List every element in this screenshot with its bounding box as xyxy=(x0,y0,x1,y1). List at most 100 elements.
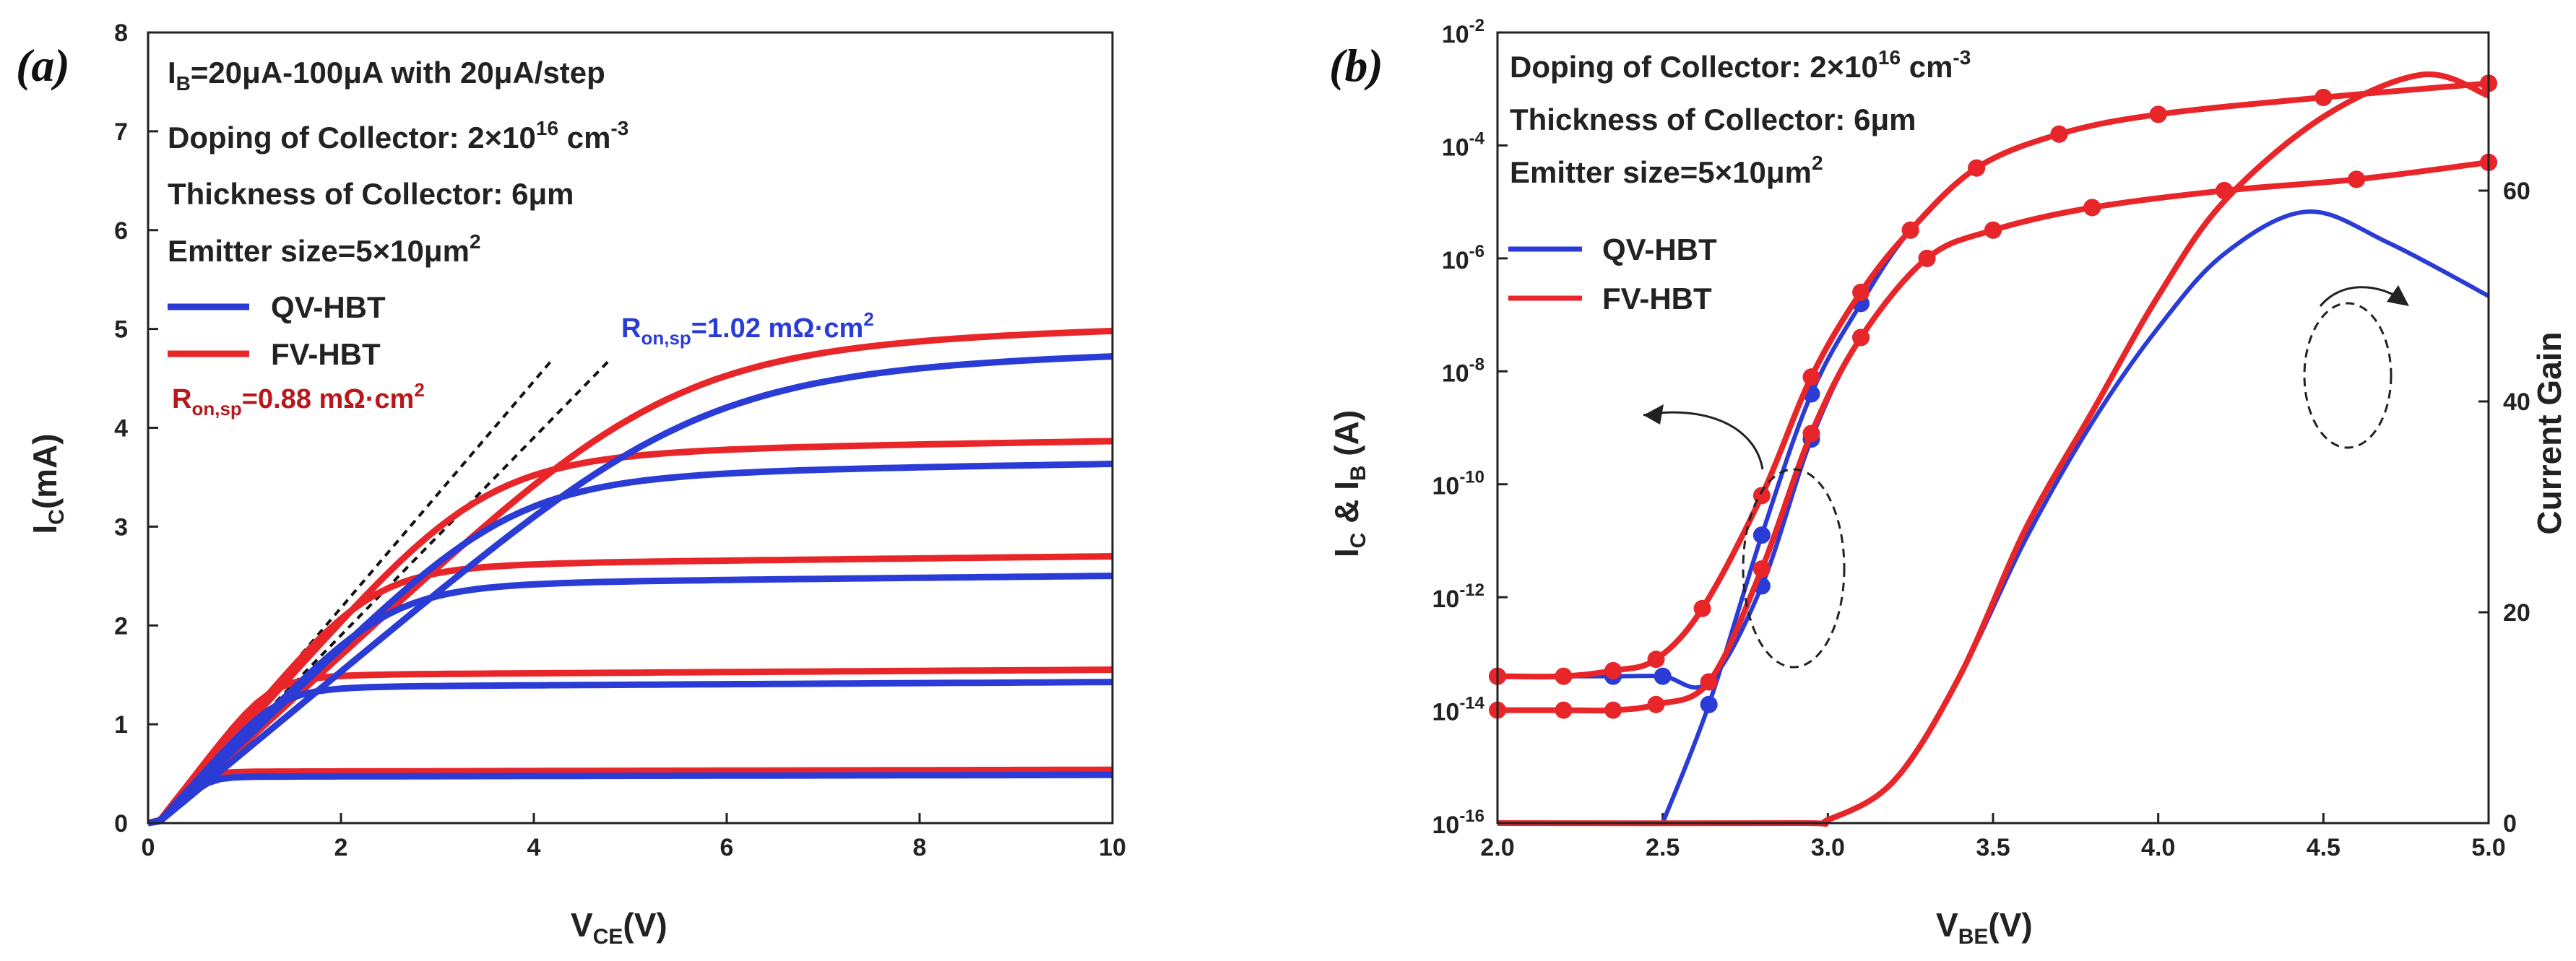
panel-a-ticks: 0 2 4 6 8 10 0 1 2 3 4 5 6 7 8 xyxy=(114,19,1126,861)
ron-qv-annotation: Ron,sp=1.02 mΩ·cm2 xyxy=(621,308,874,349)
b-xtick-label: 4.0 xyxy=(2141,834,2175,861)
b-point-fv-hbt-ic xyxy=(2314,88,2333,106)
b-y2tick-label: 0 xyxy=(2503,810,2517,838)
b-y2tick-label: 40 xyxy=(2503,388,2530,416)
legend-a-fv-label: FV-HBT xyxy=(271,337,381,371)
b-xtick-label: 5.0 xyxy=(2471,834,2505,861)
panel-a: (a) 0 2 4 6 8 10 0 1 2 3 4 5 6 7 8 IB=20μA-100μA with … xyxy=(16,19,1126,949)
b-point-fv-hbt-ib xyxy=(1984,221,2002,239)
b-point-fv-hbt-ic xyxy=(1852,283,1870,301)
a-ytick-label: 8 xyxy=(114,19,128,47)
a-ytick-label: 4 xyxy=(114,415,128,443)
a-ytick-label: 6 xyxy=(114,217,128,245)
a-xtick-label: 10 xyxy=(1099,834,1126,861)
b-point-fv-hbt-ib xyxy=(1647,695,1665,713)
b-point-fv-hbt-ic xyxy=(2050,125,2068,143)
b-point-fv-hbt-ic xyxy=(2149,105,2167,123)
legend-b-fv-label: FV-HBT xyxy=(1602,282,1712,316)
panel-b-ticks: 2.0 2.5 3.0 3.5 4.0 4.5 5.0 10-16 10-14 10-12 10-1… xyxy=(1432,16,2530,861)
panel-b-curves xyxy=(1489,71,2497,827)
panel-a-label: (a) xyxy=(16,40,70,91)
b-xtick-label: 4.5 xyxy=(2307,834,2341,861)
panel-b-label: (b) xyxy=(1329,40,1383,91)
panel-b-emitter-annotation: Emitter size=5×10μm2 xyxy=(1510,152,1823,189)
right-axis-arrowhead xyxy=(2387,285,2409,306)
ic-ib-highlight-ellipse xyxy=(1742,468,1846,669)
a-curve-qv-hbt-ib2 xyxy=(147,679,1113,827)
b-ytick-label: 10-8 xyxy=(1442,355,1484,387)
a-curve-fv-hbt-ib3 xyxy=(147,553,1113,827)
left-axis-arrowhead xyxy=(1643,404,1664,425)
b-point-fv-hbt-ib xyxy=(1802,425,1820,443)
b-point-fv-hbt-ib xyxy=(1604,701,1622,719)
panel-b-thickness-annotation: Thickness of Collector: 6μm xyxy=(1510,103,1916,136)
b-point-fv-hbt-ic xyxy=(1968,159,1986,177)
b-point-fv-hbt-ic xyxy=(1802,368,1820,386)
a-ytick-label: 5 xyxy=(114,316,128,344)
b-point-qv-hbt-ic xyxy=(1700,695,1718,713)
a-tangent-line xyxy=(156,357,555,825)
a-curve-fv-hbt-ib1 xyxy=(147,766,1113,827)
panel-b-xlabel: VBE(V) xyxy=(1936,906,2033,949)
a-curve-fv-hbt-ib5 xyxy=(147,327,1113,827)
a-xtick-label: 8 xyxy=(913,834,927,861)
panel-b-legend: QV-HBT FV-HBT xyxy=(1508,232,1717,316)
panel-b-ylabel: IC & IB (A) xyxy=(1328,410,1370,557)
b-point-fv-hbt-ic xyxy=(1693,599,1711,617)
legend-b-qv-label: QV-HBT xyxy=(1602,232,1717,266)
b-ytick-label: 10-16 xyxy=(1432,806,1484,839)
a-curve-qv-hbt-ib4 xyxy=(147,461,1113,827)
b-xtick-label: 2.5 xyxy=(1646,834,1680,861)
b-point-fv-hbt-ib xyxy=(1752,560,1771,578)
a-ytick-label: 1 xyxy=(114,711,128,739)
b-xtick-label: 3.0 xyxy=(1811,834,1845,861)
b-xtick-label: 3.5 xyxy=(1976,834,2010,861)
panel-a-ib-annotation: IB=20μA-100μA with 20μA/step xyxy=(168,56,605,95)
panel-b-y2label: Current Gain xyxy=(2530,331,2568,534)
b-ytick-label: 10-12 xyxy=(1432,580,1484,613)
panel-a-curves xyxy=(147,327,1113,827)
panel-b-plot-frame xyxy=(1496,31,2490,825)
a-curve-qv-hbt-ib1 xyxy=(147,771,1112,827)
a-ytick-label: 3 xyxy=(114,513,128,541)
a-ytick-label: 2 xyxy=(114,612,128,640)
panel-b: (b) 2.0 2.5 3.0 3.5 4.0 4.5 5.0 10-16 10-14 10-12… xyxy=(1328,16,2568,949)
b-ytick-label: 10-10 xyxy=(1432,468,1484,500)
b-ytick-label: 10-6 xyxy=(1442,242,1484,274)
b-ytick-label: 10-4 xyxy=(1442,129,1485,161)
a-ytick-label: 0 xyxy=(114,810,128,838)
b-point-fv-hbt-ic xyxy=(1555,667,1573,685)
a-xtick-label: 4 xyxy=(527,834,541,861)
b-point-qv-hbt-ib xyxy=(1654,667,1672,685)
b-xtick-label: 2.0 xyxy=(1480,834,1514,861)
b-point-fv-hbt-ib xyxy=(2348,170,2366,188)
a-xtick-label: 6 xyxy=(720,834,734,861)
legend-a-qv-label: QV-HBT xyxy=(271,290,386,324)
b-point-qv-hbt-ic xyxy=(1752,526,1771,544)
panel-a-emitter-annotation: Emitter size=5×10μm2 xyxy=(168,230,481,268)
b-point-fv-hbt-ic xyxy=(1604,661,1622,679)
gain-highlight-ellipse xyxy=(2303,302,2393,449)
b-point-fv-hbt-ib xyxy=(1852,329,1870,347)
b-point-fv-hbt-ic xyxy=(1647,651,1665,669)
a-curve-qv-hbt-ib5 xyxy=(147,353,1113,827)
b-y2tick-label: 20 xyxy=(2503,599,2530,627)
b-point-fv-hbt-ib xyxy=(1555,701,1573,719)
panel-a-doping-annotation: Doping of Collector: 2×1016 cm-3 xyxy=(168,117,628,155)
panel-a-thickness-annotation: Thickness of Collector: 6μm xyxy=(168,177,574,211)
panel-a-plot-frame xyxy=(147,31,1114,825)
b-y2tick-label: 60 xyxy=(2503,178,2530,205)
left-axis-arrow xyxy=(1643,411,1764,470)
b-ytick-label: 10-14 xyxy=(1432,694,1484,726)
panel-b-doping-annotation: Doping of Collector: 2×1016 cm-3 xyxy=(1510,46,1971,84)
ron-fv-annotation: Ron,sp=0.88 mΩ·cm2 xyxy=(172,379,425,419)
b-point-fv-hbt-ib xyxy=(1700,673,1718,691)
b-point-fv-hbt-ic xyxy=(1901,221,1919,239)
b-point-fv-hbt-ib xyxy=(2083,199,2101,217)
a-xtick-label: 2 xyxy=(334,834,348,861)
panel-a-ylabel: IC(mA) xyxy=(26,433,69,534)
panel-a-xlabel: VCE(V) xyxy=(571,906,667,949)
b-ytick-label: 10-2 xyxy=(1442,16,1484,48)
a-curve-fv-hbt-ib4 xyxy=(147,438,1113,827)
